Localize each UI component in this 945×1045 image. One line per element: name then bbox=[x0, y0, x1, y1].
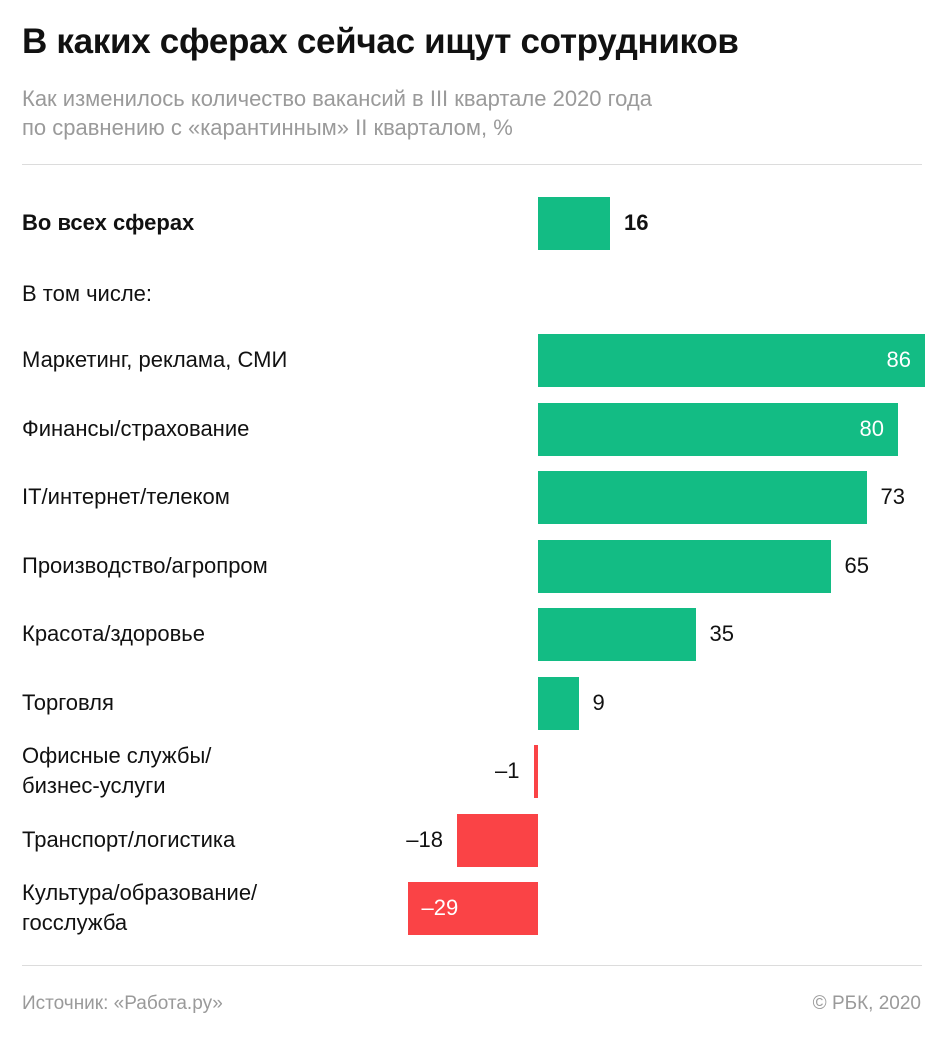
category-label: Красота/здоровье bbox=[22, 621, 205, 646]
chart-subtitle: Как изменилось количество вакансий в III… bbox=[22, 84, 922, 142]
bar-positive bbox=[538, 402, 898, 456]
category-label-total: Во всех сферах bbox=[22, 210, 195, 235]
top-divider bbox=[22, 164, 922, 165]
bar-positive bbox=[538, 607, 696, 661]
bar-positive bbox=[538, 676, 579, 730]
value-label: 73 bbox=[880, 484, 905, 509]
category-label: Производство/агропром bbox=[22, 553, 268, 578]
value-label: 16 bbox=[624, 210, 649, 235]
value-label: 35 bbox=[709, 621, 734, 646]
bar-negative bbox=[457, 813, 538, 867]
value-label: 80 bbox=[859, 416, 884, 441]
category-label: Офисные службы/бизнес-услуги bbox=[22, 743, 212, 798]
bottom-divider bbox=[22, 965, 922, 966]
category-label: Маркетинг, реклама, СМИ bbox=[22, 347, 288, 372]
category-label: Торговля bbox=[22, 690, 114, 715]
bar-positive bbox=[538, 539, 831, 593]
category-label: Транспорт/логистика bbox=[22, 827, 236, 852]
value-label: 9 bbox=[592, 690, 605, 715]
category-label: IT/интернет/телеком bbox=[22, 484, 230, 509]
chart-title: В каких сферах сейчас ищут сотрудников bbox=[22, 22, 739, 61]
value-label: 86 bbox=[886, 347, 911, 372]
subtitle-line-1: Как изменилось количество вакансий в III… bbox=[22, 86, 652, 111]
value-label: –29 bbox=[421, 895, 459, 920]
copyright-note: © РБК, 2020 bbox=[812, 993, 921, 1014]
category-label: Финансы/страхование bbox=[22, 416, 250, 441]
source-note: Источник: «Работа.ру» bbox=[22, 993, 223, 1014]
value-label: –18 bbox=[406, 827, 443, 852]
bar-negative bbox=[533, 744, 538, 798]
bar-positive bbox=[538, 196, 610, 250]
bar-positive bbox=[538, 470, 867, 524]
bar-positive bbox=[538, 333, 925, 387]
value-label: –1 bbox=[495, 758, 520, 783]
section-label: В том числе: bbox=[22, 281, 153, 306]
bar-negative bbox=[407, 881, 538, 935]
value-label: 65 bbox=[844, 553, 869, 578]
subtitle-line-2: по сравнению с «карантинным» II квартало… bbox=[22, 115, 513, 140]
category-label: Культура/образование/госслужба bbox=[22, 880, 258, 935]
